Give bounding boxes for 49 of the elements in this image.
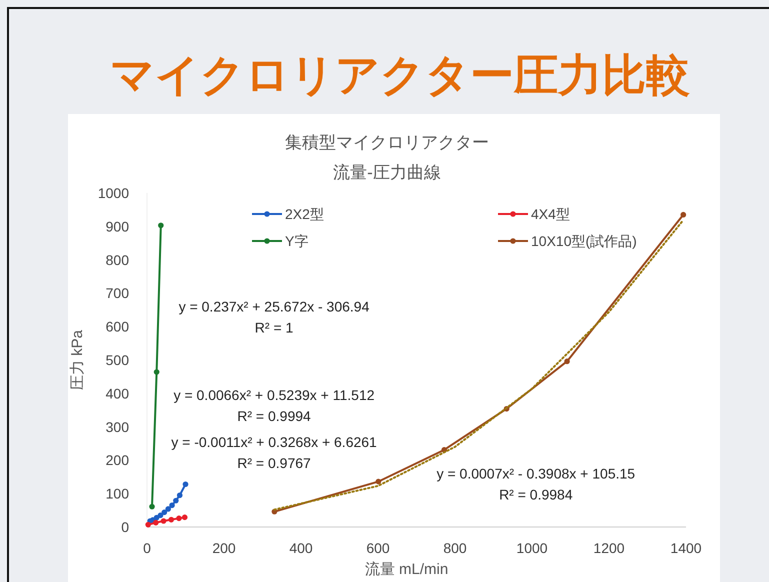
x-tick-label: 600	[366, 540, 390, 556]
point	[182, 514, 188, 520]
point	[160, 518, 166, 524]
point	[169, 502, 175, 508]
point	[182, 481, 188, 488]
legend-label: Y字	[285, 233, 308, 249]
x-tick-label: 1000	[516, 540, 548, 556]
y-tick-label: 300	[106, 418, 130, 435]
legend-label: 10X10型(試作品)	[531, 233, 637, 249]
y-axis-title: 圧力 kPa	[69, 329, 86, 390]
y-tick-label: 1000	[98, 185, 130, 201]
chart-subtitle: 集積型マイクロリアクター流量-圧力曲線	[285, 133, 489, 182]
point	[176, 516, 182, 522]
x-tick-label: 200	[212, 540, 236, 556]
point	[158, 222, 164, 228]
point	[176, 492, 183, 498]
point	[173, 498, 179, 504]
annotation: y = 0.0007x² - 0.3908x + 105.15 R² = 0.9984	[436, 466, 636, 503]
legend-label: 4X4型	[531, 206, 570, 222]
point	[162, 510, 168, 516]
legend-label: 2X2型	[285, 206, 324, 222]
x-axis-title: 流量 mL/min	[364, 561, 448, 578]
point	[154, 369, 160, 375]
y-tick-label: 500	[106, 352, 130, 368]
point	[168, 516, 174, 522]
y-tick-label: 400	[106, 385, 130, 402]
y-tick-label: 0	[121, 519, 130, 535]
x-tick-label: 800	[443, 540, 467, 556]
y-tick-label: 900	[106, 218, 130, 234]
y-tick-label: 100	[106, 486, 130, 502]
x-tick-label: 1200	[593, 540, 625, 556]
y-tick-label: 200	[106, 452, 130, 468]
point	[376, 478, 382, 484]
annotation: y = -0.0011x² + 0.3268x + 6.6261 R² = 0.9767	[171, 434, 378, 471]
point	[145, 522, 151, 528]
point	[149, 504, 155, 510]
x-tick-label: 400	[289, 540, 313, 556]
y-tick-label: 800	[106, 252, 130, 268]
point	[680, 212, 686, 218]
point	[158, 512, 164, 518]
chart-title: マイクロリアクター圧力比較	[110, 51, 690, 100]
point	[564, 358, 570, 364]
y-tick-label: 700	[106, 285, 130, 302]
x-tick-label: 1400	[670, 540, 702, 556]
point	[165, 506, 171, 512]
x-tick-label: 0	[143, 540, 152, 556]
y-tick-label: 600	[106, 318, 130, 335]
point	[153, 520, 159, 526]
annotation: y = 0.237x² + 25.672x - 306.94 R² = 1	[178, 298, 370, 336]
